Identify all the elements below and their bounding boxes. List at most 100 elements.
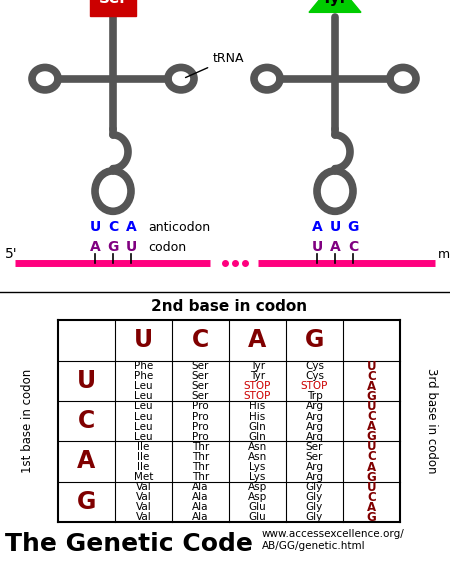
Text: Thr: Thr <box>192 442 209 452</box>
Text: A: A <box>90 241 100 254</box>
Text: Val: Val <box>135 492 151 502</box>
Text: 3rd base in codon: 3rd base in codon <box>426 368 438 474</box>
Text: Pro: Pro <box>192 411 209 422</box>
Text: Tyr: Tyr <box>322 0 348 6</box>
Text: Arg: Arg <box>306 462 324 472</box>
Text: Leu: Leu <box>134 432 153 442</box>
Text: A: A <box>367 380 376 393</box>
Text: G: G <box>305 328 324 352</box>
Text: Arg: Arg <box>306 411 324 422</box>
Text: Lys: Lys <box>249 462 266 472</box>
Text: G: G <box>77 490 96 514</box>
Text: Tyr: Tyr <box>250 371 265 381</box>
Text: A: A <box>77 450 95 474</box>
Text: Arg: Arg <box>306 472 324 482</box>
Text: Cys: Cys <box>305 371 324 381</box>
Text: G: G <box>367 470 376 484</box>
Text: Val: Val <box>135 502 151 513</box>
Text: Lys: Lys <box>249 472 266 482</box>
Text: C: C <box>367 451 376 464</box>
Text: A: A <box>367 460 376 474</box>
Text: Cys: Cys <box>305 361 324 371</box>
Text: The Genetic Code: The Genetic Code <box>5 532 253 556</box>
Text: A: A <box>248 328 266 352</box>
Text: Pro: Pro <box>192 401 209 411</box>
Text: anticodon: anticodon <box>148 220 210 234</box>
Text: U: U <box>134 328 153 352</box>
Text: A: A <box>126 220 136 234</box>
Text: Pro: Pro <box>192 432 209 442</box>
Text: Glu: Glu <box>248 502 266 513</box>
Text: Ile: Ile <box>137 452 150 462</box>
Text: Pro: Pro <box>192 422 209 432</box>
Text: His: His <box>249 411 266 422</box>
Text: Gln: Gln <box>248 432 266 442</box>
Text: Leu: Leu <box>134 391 153 401</box>
Text: Val: Val <box>135 482 151 492</box>
Text: Ala: Ala <box>192 492 209 502</box>
Text: U: U <box>367 400 376 413</box>
Text: G: G <box>347 220 359 234</box>
Text: Arg: Arg <box>306 432 324 442</box>
Text: C: C <box>348 241 358 254</box>
Text: A: A <box>367 501 376 514</box>
Text: Gly: Gly <box>306 502 323 513</box>
Text: Ser: Ser <box>306 452 323 462</box>
Text: Thr: Thr <box>192 472 209 482</box>
Text: Met: Met <box>134 472 153 482</box>
Text: His: His <box>249 401 266 411</box>
Text: Asp: Asp <box>248 482 267 492</box>
Text: Glu: Glu <box>248 513 266 523</box>
Text: Asn: Asn <box>248 452 267 462</box>
Text: U: U <box>367 441 376 454</box>
Text: Ser: Ser <box>192 391 209 401</box>
Text: Leu: Leu <box>134 401 153 411</box>
Text: Gly: Gly <box>306 482 323 492</box>
Text: U: U <box>126 241 137 254</box>
Text: Arg: Arg <box>306 422 324 432</box>
Text: A: A <box>311 220 322 234</box>
Text: Asn: Asn <box>248 442 267 452</box>
Polygon shape <box>309 0 361 12</box>
Text: Trp: Trp <box>306 391 322 401</box>
Text: Ser: Ser <box>306 442 323 452</box>
Text: Leu: Leu <box>134 411 153 422</box>
Text: Ala: Ala <box>192 513 209 523</box>
Text: Ser: Ser <box>99 0 127 6</box>
Text: C: C <box>367 491 376 504</box>
Text: G: G <box>367 390 376 403</box>
Text: Leu: Leu <box>134 422 153 432</box>
Text: A: A <box>367 420 376 433</box>
FancyBboxPatch shape <box>90 0 136 16</box>
Text: Ile: Ile <box>137 442 150 452</box>
Text: 5': 5' <box>5 247 18 261</box>
Text: tRNA: tRNA <box>185 52 244 78</box>
Text: STOP: STOP <box>244 391 271 401</box>
Text: mRNA 3': mRNA 3' <box>438 247 450 261</box>
Text: Ser: Ser <box>192 381 209 391</box>
Text: U: U <box>367 481 376 494</box>
Text: Gly: Gly <box>306 513 323 523</box>
Text: G: G <box>367 430 376 443</box>
Text: Gln: Gln <box>248 422 266 432</box>
Text: Thr: Thr <box>192 452 209 462</box>
Text: Ser: Ser <box>192 371 209 381</box>
Text: Phe: Phe <box>134 361 153 371</box>
Text: U: U <box>329 220 341 234</box>
Text: Val: Val <box>135 513 151 523</box>
Text: C: C <box>78 409 95 433</box>
Text: Asp: Asp <box>248 492 267 502</box>
Text: Ala: Ala <box>192 482 209 492</box>
Text: Ser: Ser <box>192 361 209 371</box>
Text: codon: codon <box>148 241 186 254</box>
Text: Arg: Arg <box>306 401 324 411</box>
Text: www.accessexcellence.org/
AB/GG/genetic.html: www.accessexcellence.org/ AB/GG/genetic.… <box>262 529 405 551</box>
Text: STOP: STOP <box>301 381 328 391</box>
Text: U: U <box>311 241 323 254</box>
Text: 2nd base in codon: 2nd base in codon <box>151 299 307 314</box>
Text: U: U <box>367 360 376 373</box>
Text: Ala: Ala <box>192 502 209 513</box>
Text: U: U <box>77 369 96 393</box>
Text: C: C <box>367 370 376 383</box>
Text: Gly: Gly <box>306 492 323 502</box>
